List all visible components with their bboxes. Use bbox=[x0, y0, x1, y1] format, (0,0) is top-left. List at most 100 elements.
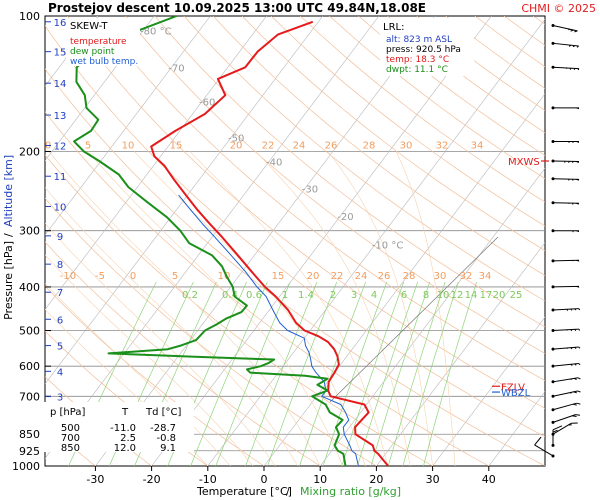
table-row-p: 700 bbox=[61, 433, 80, 444]
altitude-tick-label: 4 bbox=[57, 367, 63, 378]
table-header-p: p [hPa] bbox=[50, 407, 85, 418]
moist-adiabat bbox=[134, 151, 366, 466]
wind-barb bbox=[551, 159, 579, 163]
chart-title: Prostejov descent 10.09.2025 13:00 UTC 4… bbox=[48, 1, 426, 15]
wind-barb-feather bbox=[570, 378, 572, 381]
adiabat-label: 30 bbox=[434, 271, 447, 282]
moist-adiabat bbox=[48, 151, 321, 466]
dry-adiabat bbox=[96, 16, 545, 381]
x-axis-title-mixing: Mixing ratio [g/kg] bbox=[300, 485, 401, 498]
wind-barb-staff bbox=[552, 25, 578, 32]
mixing-ratio-label: 0.6 bbox=[246, 290, 262, 301]
mixing-ratio-label: 1.4 bbox=[298, 290, 314, 301]
adiabat-label: 0 bbox=[130, 271, 136, 282]
wind-barb-staff bbox=[552, 160, 579, 163]
adiabat-label: 20 bbox=[307, 271, 320, 282]
mixing-ratio-label: 0.2 bbox=[182, 290, 198, 301]
wind-barb bbox=[551, 65, 580, 71]
adiabat-label: 10 bbox=[122, 140, 135, 151]
wind-barb bbox=[551, 308, 581, 312]
pressure-tick-label: 600 bbox=[19, 360, 40, 373]
moist-adiabat bbox=[45, 222, 276, 466]
wind-barb-feather bbox=[552, 429, 558, 433]
wind-barb-staff bbox=[552, 402, 577, 411]
isotherm-label: -30 bbox=[302, 185, 318, 196]
wind-barb bbox=[551, 425, 563, 447]
temperature-tick-label: 40 bbox=[482, 473, 496, 486]
adiabat-label: -10 bbox=[60, 271, 76, 282]
wind-barb-pennant bbox=[575, 141, 579, 143]
isotherm-line bbox=[45, 16, 155, 162]
dry-adiabat bbox=[45, 25, 545, 438]
wind-barb-feather bbox=[574, 30, 578, 33]
isotherm-label: -20 bbox=[337, 212, 353, 223]
mixing-ratio-line bbox=[387, 281, 446, 466]
wind-barb-feather bbox=[570, 308, 573, 311]
wind-barb-staff bbox=[552, 328, 579, 332]
mixing-ratio-label: 20 bbox=[493, 290, 506, 301]
lrl-info: LRL: alt: 823 m ASL press: 920.5 hPa tem… bbox=[380, 18, 474, 76]
mixing-ratio-line bbox=[299, 281, 367, 466]
isotherm-line bbox=[151, 16, 492, 466]
wind-barb bbox=[551, 362, 581, 368]
altitude-tick-label: 6 bbox=[57, 315, 63, 326]
y-axis-separator: / bbox=[2, 233, 15, 237]
dry-adiabat bbox=[271, 16, 545, 227]
adiabat-label: 15 bbox=[272, 271, 285, 282]
isotherm-label: -40 bbox=[266, 158, 282, 169]
mixing-ratio-label: 3 bbox=[351, 290, 357, 301]
temperature-tick-label: 20 bbox=[369, 473, 383, 486]
wind-barb-feather bbox=[575, 414, 581, 416]
wind-barb-feather bbox=[573, 391, 577, 394]
pressure-tick-label: 500 bbox=[19, 325, 40, 338]
legend-wet-bulb: wet bulb temp. bbox=[70, 57, 138, 67]
dry-adiabat bbox=[183, 16, 545, 302]
wind-barb bbox=[551, 201, 579, 205]
wind-barb-feather bbox=[569, 67, 572, 70]
legend: SKEW-T temperature dew point wet bulb te… bbox=[66, 18, 140, 67]
pressure-tick-label: 400 bbox=[19, 281, 40, 294]
moist-adiabat bbox=[87, 151, 343, 466]
mixing-ratio-line bbox=[341, 281, 405, 466]
wind-barb-feather bbox=[568, 44, 572, 47]
marker-label: WBZL bbox=[501, 388, 531, 399]
mixing-ratio-line bbox=[402, 281, 459, 466]
temperature-tick-label: 0 bbox=[261, 473, 268, 486]
table-header-t: T bbox=[121, 407, 129, 418]
isotherm-label: -60 bbox=[199, 97, 215, 108]
wind-barb-feather bbox=[574, 346, 577, 350]
table-header-td: Td [°C] bbox=[145, 407, 182, 418]
adiabat-label: 34 bbox=[471, 140, 484, 151]
isotherm-line bbox=[207, 18, 545, 466]
isotherm-label: -50 bbox=[228, 133, 244, 144]
moist-adiabat bbox=[189, 151, 388, 466]
lrl-altitude: alt: 823 m ASL bbox=[386, 35, 452, 45]
wind-barb-feather bbox=[577, 390, 581, 393]
wind-barb-feather bbox=[568, 28, 571, 31]
wind-barb bbox=[551, 24, 578, 33]
lrl-dewpoint: dwpt: 11.1 °C bbox=[386, 65, 448, 75]
mixing-ratio-label: 4 bbox=[371, 290, 377, 301]
dry-adiabat bbox=[241, 16, 545, 251]
altitude-tick-label: 10 bbox=[54, 202, 67, 213]
altitude-tick-label: 15 bbox=[54, 48, 67, 59]
wind-barb-staff bbox=[534, 444, 554, 457]
mixing-ratio-label: 8 bbox=[423, 290, 429, 301]
altitude-tick-label: 5 bbox=[57, 342, 63, 353]
series-line-dew-point bbox=[73, 16, 347, 466]
isotherm-line bbox=[45, 16, 211, 236]
wind-barb bbox=[551, 229, 579, 233]
adiabat-label: 5 bbox=[85, 140, 91, 151]
marker-mxws-label: MXWS bbox=[508, 157, 540, 168]
wind-barb-feather bbox=[577, 377, 581, 380]
wind-barb bbox=[551, 285, 580, 289]
mixing-ratio-line bbox=[322, 281, 388, 466]
moist-adiabat bbox=[45, 187, 298, 466]
adiabat-label: 28 bbox=[403, 271, 416, 282]
mixing-ratio-label: 17 bbox=[480, 290, 493, 301]
wind-barb-staff bbox=[552, 202, 579, 204]
pressure-tick-label: 100 bbox=[19, 10, 40, 23]
wind-barb-feather bbox=[574, 329, 577, 332]
lrl-title: LRL: bbox=[383, 22, 404, 33]
altitude-tick-label: 16 bbox=[54, 18, 67, 29]
